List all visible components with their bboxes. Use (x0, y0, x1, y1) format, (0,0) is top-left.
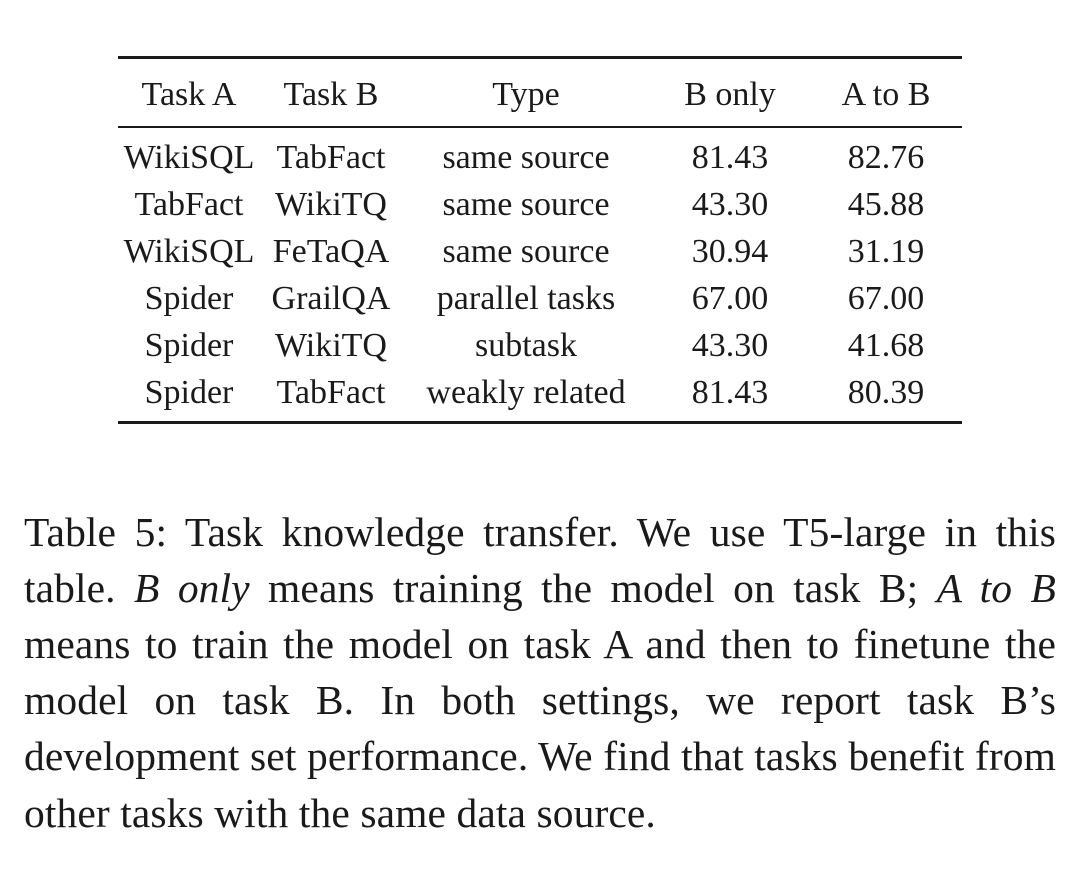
cell-b-only: 81.43 (691, 139, 769, 176)
caption-text-3: means to train the model on task A and t… (24, 620, 1056, 836)
cell-a-to-b: 31.19 (847, 233, 925, 270)
cell-task-a: WikiSQL (123, 139, 255, 176)
cell-b-only: 43.30 (691, 327, 769, 364)
caption-term-b-only: B only (134, 564, 250, 611)
cell-type: subtask (475, 327, 577, 364)
results-table: Task A Task B Type B only A to B WikiSQL… (118, 56, 962, 424)
table-row: Spider WikiTQ subtask 43.30 41.68 (118, 322, 962, 369)
header-b-only: B only (684, 76, 776, 113)
results-table-container: Task A Task B Type B only A to B WikiSQL… (118, 56, 962, 424)
cell-task-a: Spider (144, 374, 234, 411)
header-task-b: Task B (283, 76, 379, 113)
caption-label: Table 5: (24, 508, 168, 555)
table-header-row: Task A Task B Type B only A to B (118, 57, 962, 127)
cell-task-b: FeTaQA (272, 233, 390, 270)
cell-a-to-b: 41.68 (847, 327, 925, 364)
cell-task-b: WikiTQ (275, 186, 387, 223)
table-row: TabFact WikiTQ same source 43.30 45.88 (118, 181, 962, 228)
cell-task-a: TabFact (134, 186, 244, 223)
cell-type: parallel tasks (436, 280, 616, 317)
table-row: WikiSQL FeTaQA same source 30.94 31.19 (118, 228, 962, 275)
caption-text-1: Task knowledge transfer. We use T5-large… (24, 508, 1056, 611)
cell-type: same source (442, 186, 610, 223)
caption-term-a-to-b: A to B (936, 564, 1056, 611)
cell-a-to-b: 67.00 (847, 280, 925, 317)
cell-task-a: WikiSQL (123, 233, 255, 270)
cell-task-b: WikiTQ (275, 327, 387, 364)
cell-task-b: GrailQA (271, 280, 391, 317)
cell-a-to-b: 82.76 (847, 139, 925, 176)
table-row: WikiSQL TabFact same source 81.43 82.76 (118, 127, 962, 181)
table-row: Spider GrailQA parallel tasks 67.00 67.0… (118, 275, 962, 322)
header-a-to-b: A to B (841, 76, 931, 113)
header-task-a: Task A (141, 76, 237, 113)
cell-a-to-b: 45.88 (847, 186, 925, 223)
cell-type: weakly related (426, 374, 626, 411)
cell-a-to-b: 80.39 (847, 374, 925, 411)
cell-b-only: 30.94 (691, 233, 769, 270)
cell-task-a: Spider (144, 280, 234, 317)
cell-b-only: 81.43 (691, 374, 769, 411)
cell-task-b: TabFact (276, 139, 386, 176)
cell-task-b: TabFact (276, 374, 386, 411)
table-row: Spider TabFact weakly related 81.43 80.3… (118, 369, 962, 423)
header-type: Type (492, 76, 560, 113)
cell-b-only: 67.00 (691, 280, 769, 317)
cell-type: same source (442, 233, 610, 270)
cell-b-only: 43.30 (691, 186, 769, 223)
cell-type: same source (442, 139, 610, 176)
table-caption: Table 5: Task knowledge transfer. We use… (24, 504, 1056, 841)
cell-task-a: Spider (144, 327, 234, 364)
caption-text-2: means training the model on task B; (249, 564, 937, 611)
